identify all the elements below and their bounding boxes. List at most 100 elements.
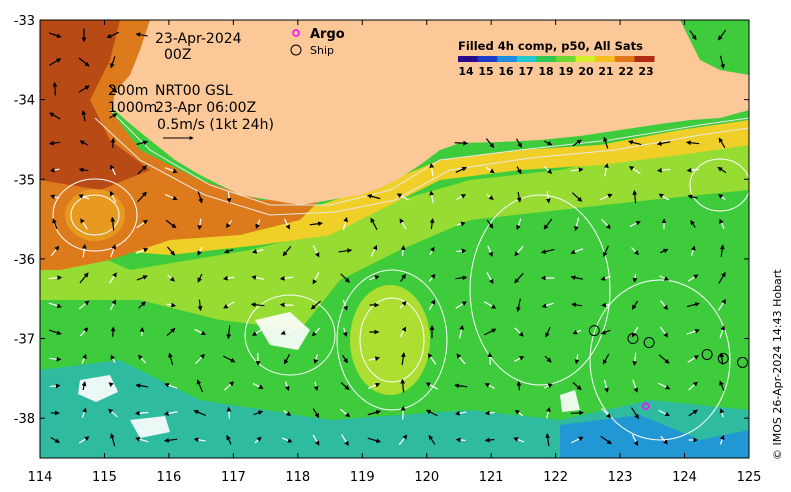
current-vector: [252, 383, 264, 389]
current-vector: [197, 218, 203, 231]
current-vector: [281, 437, 293, 443]
current-vector: [311, 327, 321, 337]
product-label: NRT00 GSL: [155, 83, 233, 99]
current-vector: [572, 381, 582, 391]
current-vector: [284, 218, 290, 230]
current-vector: [79, 272, 89, 284]
current-vector: [309, 221, 323, 227]
current-vector: [600, 329, 611, 335]
current-vector: [226, 325, 232, 340]
current-vector: [110, 244, 117, 258]
current-vector: [603, 245, 609, 258]
current-vector: [719, 380, 725, 391]
current-vector: [484, 410, 495, 416]
current-vector: [110, 164, 116, 176]
cloud-gap: [560, 390, 580, 412]
current-vector: [429, 190, 435, 203]
current-vector: [429, 162, 435, 177]
current-vector: [222, 275, 235, 281]
current-vector: [400, 273, 406, 282]
current-vector: [52, 218, 58, 230]
current-vector: [514, 245, 524, 257]
current-vector: [342, 354, 348, 364]
current-vector: [689, 30, 697, 41]
sst-colorbar: 14 15 16 17 18 19 20 21 22 23: [458, 56, 655, 78]
current-vector: [545, 191, 551, 204]
current-vector: [570, 436, 584, 444]
current-vector: [340, 273, 350, 283]
current-vector: [137, 165, 148, 175]
current-vector: [108, 382, 118, 390]
ship-marker: [588, 325, 600, 337]
current-vector: [572, 329, 582, 335]
current-vector: [544, 140, 553, 146]
current-vector: [106, 31, 120, 39]
current-vector: [658, 382, 671, 390]
current-vector: [136, 247, 149, 254]
current-vector: [454, 410, 467, 416]
current-vector: [571, 302, 583, 308]
current-vector: [399, 326, 407, 338]
current-vector: [134, 410, 149, 416]
current-vector: [338, 248, 353, 254]
current-vector: [135, 436, 149, 443]
lon-tick-label: 123: [608, 470, 633, 485]
current-vector: [659, 275, 670, 281]
current-vectors: [48, 28, 727, 447]
eddy-contour: [52, 178, 138, 252]
current-vector: [717, 298, 727, 311]
current-vector: [193, 437, 206, 443]
current-vector: [516, 138, 522, 148]
current-vector: [400, 352, 406, 366]
current-vector: [110, 56, 116, 69]
current-vector: [78, 85, 90, 93]
current-vector: [110, 326, 116, 337]
current-vector: [545, 326, 551, 338]
current-vector: [342, 327, 348, 338]
current-vector: [222, 355, 236, 363]
current-vector: [631, 434, 639, 447]
current-vector: [50, 383, 61, 389]
current-vector: [78, 194, 90, 200]
current-vector: [109, 190, 117, 203]
current-vector: [49, 194, 60, 200]
current-vector: [135, 32, 148, 38]
current-vector: [719, 408, 725, 418]
current-vector: [164, 193, 178, 201]
lon-tick-label: 114: [28, 470, 53, 485]
current-vector: [429, 218, 435, 230]
current-vector: [226, 434, 232, 445]
current-vector: [254, 436, 262, 444]
current-vector: [455, 437, 466, 443]
current-vector: [487, 245, 493, 257]
current-vector: [572, 139, 582, 147]
current-vector: [485, 138, 495, 149]
current-vector: [251, 328, 264, 336]
current-vector: [81, 381, 87, 391]
current-vector: [109, 299, 117, 311]
colorbar-tick-label: 16: [498, 65, 514, 78]
current-vector: [516, 298, 521, 313]
current-vector: [400, 245, 406, 257]
current-vector: [628, 165, 641, 175]
current-vector: [570, 275, 583, 280]
depth-label-2: 1000m: [108, 100, 157, 116]
colorbar-tick-label: 15: [478, 65, 493, 78]
current-vector: [78, 300, 90, 310]
ship-marker: [701, 348, 713, 360]
current-vector: [718, 137, 726, 149]
current-vector: [574, 354, 580, 365]
current-vector: [342, 216, 348, 231]
lat-tick-label: -37: [14, 333, 35, 348]
current-vector: [540, 248, 555, 254]
cloud-gap: [78, 375, 118, 402]
vector-scale-label: 0.5m/s (1kt 24h): [157, 117, 274, 133]
current-vector: [79, 140, 89, 146]
current-vector: [340, 382, 350, 391]
current-vector: [690, 219, 696, 228]
current-vector: [425, 382, 438, 390]
current-vector: [660, 300, 668, 311]
current-vector: [719, 325, 725, 339]
current-vector: [250, 302, 265, 308]
current-vector: [368, 356, 381, 362]
